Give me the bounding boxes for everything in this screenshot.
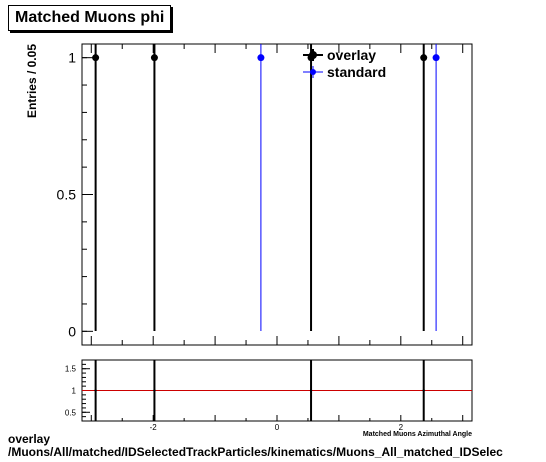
ratio-point: [153, 389, 156, 392]
ratio-x-tick-label: -2: [150, 423, 158, 432]
ratio-x-tick-label: 2: [399, 423, 404, 432]
footer-line-2: /Muons/All/matched/IDSelectedTrackPartic…: [8, 445, 503, 459]
y-axis-label: Entries / 0.05: [25, 44, 39, 118]
ratio-y-tick-label: 0.5: [65, 408, 77, 417]
ratio-x-tick-label: 0: [275, 423, 280, 432]
overlay-point: [420, 54, 428, 62]
ratio-point: [309, 389, 313, 392]
overlay-point: [150, 54, 158, 62]
main-frame: [81, 43, 473, 346]
legend-label-overlay: overlay: [327, 47, 376, 63]
overlay-point: [92, 54, 100, 62]
x-axis-label: Matched Muons Azimuthal Angle: [363, 431, 472, 438]
ratio-y-tick-label: 1: [72, 387, 77, 396]
y-tick-label: 1: [68, 50, 76, 66]
ratio-point: [422, 389, 425, 392]
y-tick-label: 0: [68, 323, 76, 339]
legend-label-standard: standard: [327, 64, 386, 80]
legend-marker-standard: [310, 69, 316, 75]
y-tick-label: 0.5: [57, 187, 77, 203]
standard-point: [432, 54, 440, 62]
standard-point: [257, 54, 265, 62]
ratio-y-tick-label: 1.5: [65, 365, 77, 374]
footer-line-1: overlay: [8, 432, 51, 446]
legend-marker-overlay: [309, 51, 317, 59]
ratio-point: [94, 389, 97, 392]
chart-title: Matched Muons phi: [8, 5, 172, 31]
